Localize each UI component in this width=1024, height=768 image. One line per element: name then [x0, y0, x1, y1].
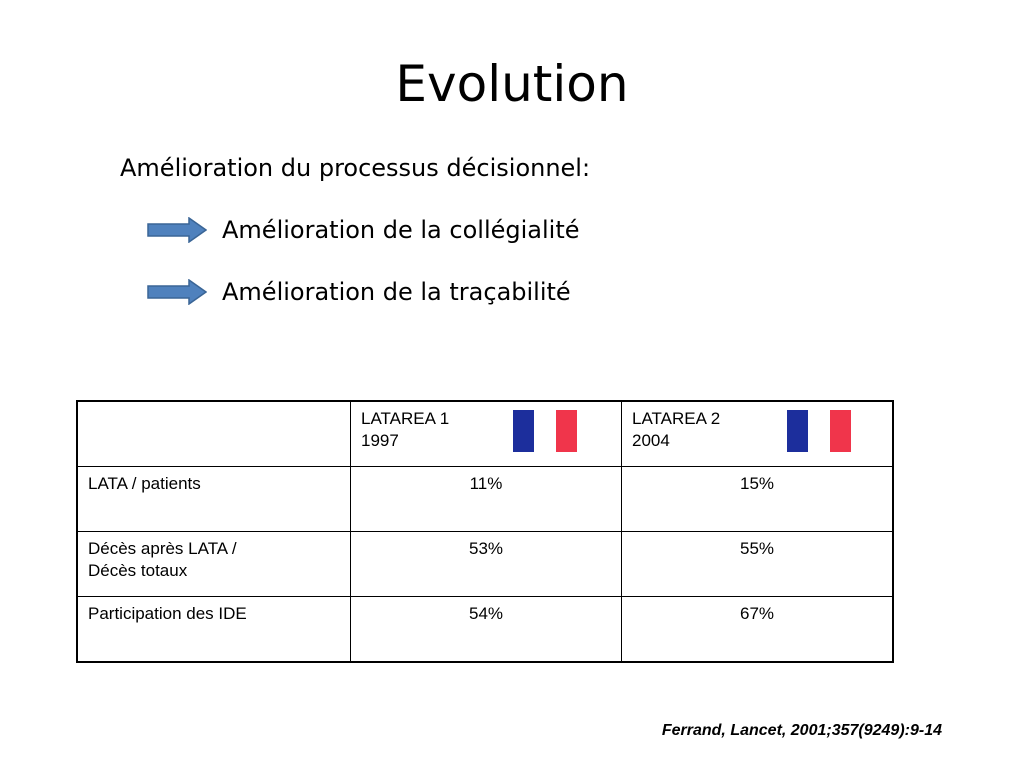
table-row: Participation des IDE 54% 67%	[76, 596, 894, 663]
bullet-text: Amélioration de la collégialité	[222, 216, 580, 244]
table-row: LATA / patients 11% 15%	[76, 466, 894, 532]
header-label: LATAREA 1	[361, 409, 450, 428]
value-cell: 15%	[621, 466, 894, 532]
row-label-text: Décès après LATA /	[88, 539, 237, 558]
value-cell: 55%	[621, 531, 894, 597]
france-flag-icon	[787, 410, 851, 452]
row-label-text: LATA / patients	[88, 474, 201, 493]
table-row: Décès après LATA / Décès totaux 53% 55%	[76, 531, 894, 597]
value-cell: 11%	[350, 466, 622, 532]
value-cell: 67%	[621, 596, 894, 663]
right-arrow-icon	[147, 279, 207, 305]
latarea-comparison-table: LATAREA 1 1997 LATAREA 2 2004 LATA / pat…	[76, 400, 894, 663]
slide-title: Evolution	[395, 55, 629, 113]
row-label-text: Participation des IDE	[88, 604, 247, 623]
citation: Ferrand, Lancet, 2001;357(9249):9-14	[661, 722, 942, 739]
bullet-item: Amélioration de la collégialité	[147, 213, 580, 247]
table-header-empty	[76, 400, 351, 467]
bullet-text: Amélioration de la traçabilité	[222, 278, 571, 306]
france-flag-icon	[513, 410, 577, 452]
subtitle: Amélioration du processus décisionnel:	[120, 154, 591, 182]
row-label: LATA / patients	[76, 466, 351, 532]
row-label-text: Décès totaux	[88, 561, 188, 580]
right-arrow-icon	[147, 217, 207, 243]
header-year: 2004	[632, 431, 670, 450]
value-cell: 54%	[350, 596, 622, 663]
table-header-latarea-1: LATAREA 1 1997	[350, 400, 622, 467]
table-header-row: LATAREA 1 1997 LATAREA 2 2004	[76, 400, 894, 467]
table-header-latarea-2: LATAREA 2 2004	[621, 400, 894, 467]
header-year: 1997	[361, 431, 399, 450]
bullet-item: Amélioration de la traçabilité	[147, 275, 571, 309]
row-label: Participation des IDE	[76, 596, 351, 663]
header-label: LATAREA 2	[632, 409, 721, 428]
row-label: Décès après LATA / Décès totaux	[76, 531, 351, 597]
value-cell: 53%	[350, 531, 622, 597]
